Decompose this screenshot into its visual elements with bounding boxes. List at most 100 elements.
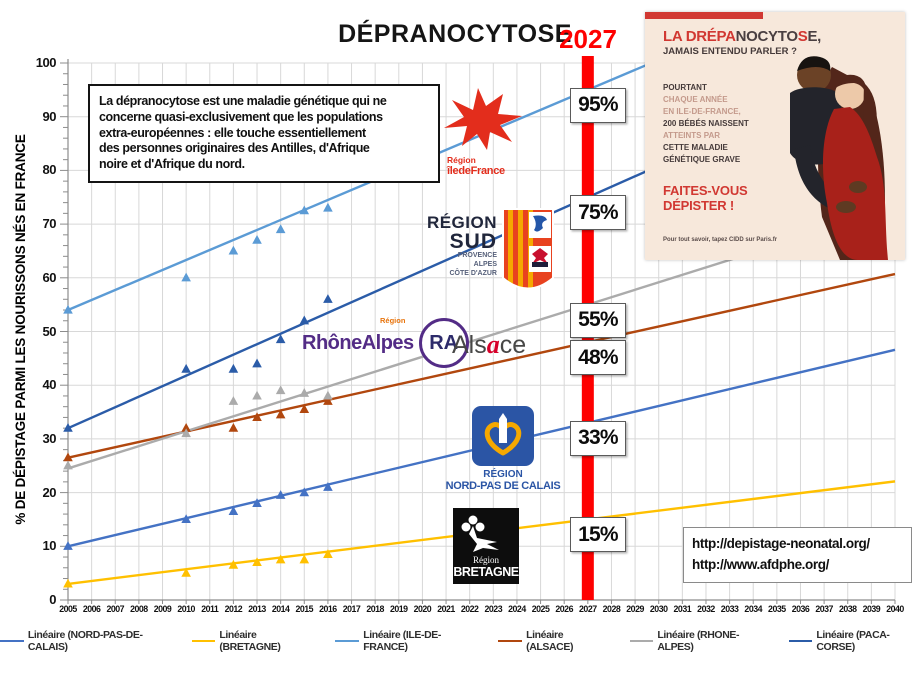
data-point-nord-pas-de-calais [63,541,73,550]
legend: Linéaire (NORD-PAS-DE-CALAIS) Linéaire (B… [0,629,915,653]
poster-body-line: EN ILE-DE-FRANCE, [663,107,741,116]
logo-bretagne: Région BRETAGNE [453,508,519,584]
x-tick-label: 2006 [82,604,101,614]
data-point-bretagne [275,554,286,564]
legend-line-icon [0,640,24,642]
legend-label: Linéaire (ILE-DE-FRANCE) [363,629,441,653]
description-line: concerne quasi-exclusivement que les pop… [99,109,383,124]
x-tick-label: 2030 [649,604,668,614]
data-point-rhone-alpes [299,388,310,397]
y-tick-label: 10 [42,538,57,554]
data-point-paca-corse [323,294,333,303]
link-afdphe[interactable]: http://www.afdphe.org/ [692,556,829,572]
data-point-rhone-alpes [275,385,286,395]
x-tick-label: 2034 [744,604,762,614]
data-point-ile-de-france [323,202,333,212]
x-tick-label: 2008 [130,604,148,614]
y-tick-label: 70 [42,216,57,232]
data-point-ile-de-france [275,224,286,234]
x-tick-label: 2022 [460,604,479,614]
pct-label-bretagne: 15% [570,517,626,553]
x-tick-label: 2010 [177,604,195,614]
x-tick-label: 2035 [768,604,786,614]
data-point-bretagne [228,559,239,569]
x-tick-label: 2012 [224,604,243,614]
y-tick-label: 30 [42,430,57,446]
poster-title: LA DRÉPANOCYTOSE, [663,28,821,45]
y-tick-label: 50 [42,323,57,339]
data-point-bretagne [63,578,73,588]
x-tick-label: 2039 [862,604,881,614]
legend-line-icon [788,640,813,642]
alsace-heart-icon: a [486,330,500,359]
data-point-ile-de-france [252,235,262,244]
poster-couple-illustration [790,56,888,260]
description-box: La dépranocytose est une maladie génétiq… [88,84,440,183]
x-tick-label: 2021 [437,604,455,614]
poster-body-line: 200 BÉBÉS NAISSENT [663,119,749,128]
y-tick-label: 0 [49,592,56,607]
data-point-rhone-alpes [63,460,73,470]
x-tick-label: 2017 [342,604,361,614]
legend-item: Linéaire (BRETAGNE) [191,629,309,653]
y-tick-label: 100 [35,55,57,70]
data-point-paca-corse [228,363,239,373]
data-point-alsace [299,404,310,413]
poster-title-part: S [797,28,808,45]
legend-item: Linéaire (NORD-PAS-DE-CALAIS) [0,629,165,653]
data-point-nord-pas-de-calais [299,487,310,497]
data-point-paca-corse [63,422,73,432]
legend-label: Linéaire (PACA-CORSE) [816,629,890,653]
logo-nord-pas-de-calais: RÉGION NORD-PAS DE CALAIS [428,406,578,492]
npdc-heart-tower-icon [484,413,522,456]
legend-line-icon [191,640,216,642]
legend-line-icon [498,640,523,642]
poster-title-part: NOCYTO [735,28,798,45]
description-line: extra-européennes : elle touche essentie… [99,125,366,140]
x-tick-label: 2023 [484,604,503,614]
data-point-bretagne [252,557,262,567]
y-tick-label: 60 [42,269,57,285]
pct-label-nord-pas-de-calais: 33% [570,420,626,456]
logo-region-sud: RÉGION SUD PROVENCE ALPES CÔTE D'AZUR [402,208,562,300]
x-tick-label: 2018 [366,604,384,614]
x-tick-label: 2009 [153,604,172,614]
legend-label: Linéaire (ALSACE) [526,629,574,653]
data-point-bretagne [299,554,310,564]
x-tick-label: 2013 [248,604,266,614]
trend-line-alsace [67,272,896,459]
x-tick-label: 2016 [319,604,337,614]
poster-body-line: CETTE MALADIE [663,143,728,152]
awareness-poster: LA DRÉPANOCYTOSE, JAMAIS ENTENDU PARLER … [645,12,905,260]
poster-title-part: LA DRÉPA [663,28,736,45]
data-point-rhone-alpes [181,428,191,438]
links-box: http://depistage-neonatal.org/ http://ww… [683,527,912,583]
x-tick-label: 2019 [390,604,408,614]
data-point-alsace [323,396,333,405]
legend-line-icon [335,640,360,642]
pct-label-alsace: 48% [570,340,626,376]
link-depistage[interactable]: http://depistage-neonatal.org/ [692,536,870,551]
poster-body-line: CHAQUE ANNÉE [663,95,728,104]
x-tick-label: 2037 [815,604,833,614]
description-line: des personnes originaires des Antilles, … [99,141,370,156]
data-point-alsace [63,452,73,462]
data-point-ile-de-france [63,304,73,314]
x-tick-label: 2032 [697,604,715,614]
logo-alsace: Alsace [452,330,527,359]
legend-label: Linéaire (NORD-PAS-DE-CALAIS) [27,629,143,653]
x-tick-label: 2025 [531,604,550,614]
legend-label: Linéaire (BRETAGNE) [219,629,281,653]
data-point-nord-pas-de-calais [228,506,239,515]
x-tick-label: 2011 [201,604,219,614]
pct-label-ile-de-france: 95% [570,87,626,123]
target-year-label: 2027 [559,24,617,54]
poster-body-line: ATTEINTS PAR [663,131,721,140]
x-tick-label: 2029 [626,604,644,614]
x-tick-label: 2007 [106,604,125,614]
logo-rhone-alpes: Région RhôneAlpes RA [302,316,469,368]
x-tick-label: 2014 [271,604,290,614]
ile-de-france-star-icon [444,88,522,150]
logo-ile-de-france: Région îledeFrance [432,86,524,177]
